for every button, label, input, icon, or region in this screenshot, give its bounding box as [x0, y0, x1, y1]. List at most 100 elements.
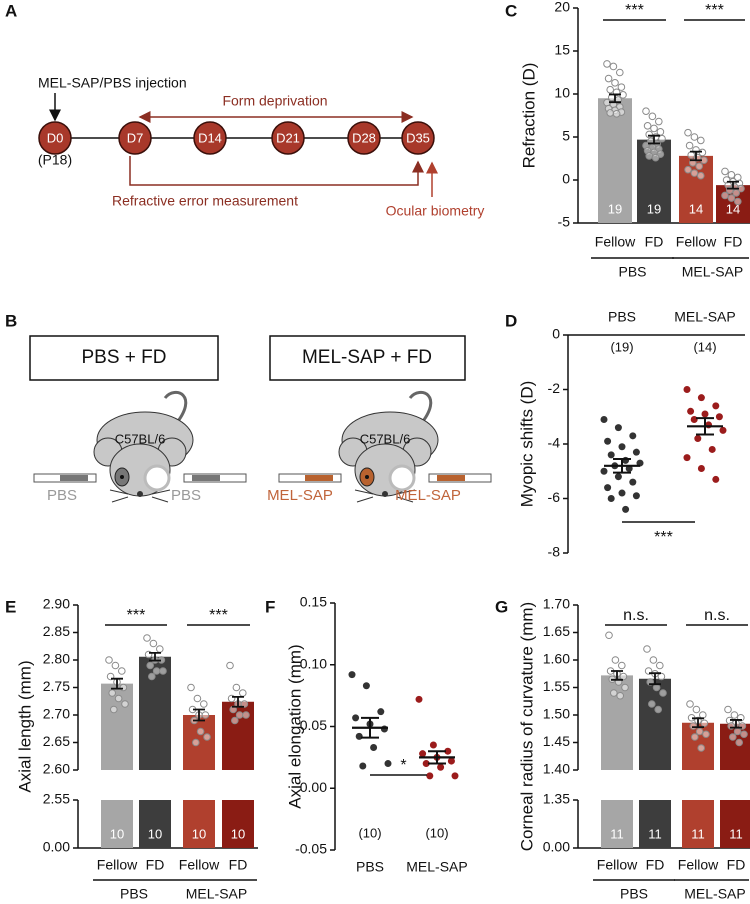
data-point [447, 757, 455, 765]
bar [720, 723, 750, 848]
data-point [648, 112, 657, 121]
data-point [652, 683, 661, 692]
x-tick-label: Fellow [597, 857, 638, 873]
x-tick-label: Fellow [97, 857, 138, 873]
y-axis-label: Axial elongation (mm) [285, 644, 304, 808]
y-axis-label: Refraction (D) [519, 63, 538, 169]
error-bar [609, 93, 621, 104]
data-point [240, 700, 249, 708]
data-point [683, 454, 691, 462]
data-point [384, 760, 392, 768]
significance-label: *** [705, 2, 724, 19]
data-point [683, 386, 691, 393]
bar [139, 656, 171, 848]
data-point [727, 171, 736, 179]
y-tick-label: 1.65 [543, 623, 570, 639]
significance-label: * [400, 757, 406, 774]
panel-label: B [5, 311, 17, 330]
y-tick-label: 0.00 [43, 839, 70, 855]
x-tick-label: FD [646, 857, 665, 873]
data-point [687, 151, 696, 159]
group-box [29, 335, 219, 381]
data-point [355, 732, 363, 740]
data-point [643, 645, 651, 653]
n-label: 14 [689, 201, 703, 216]
fd-label: Form deprivation [222, 93, 327, 109]
y-tick-label: 1.50 [543, 706, 570, 722]
y-tick-label: 2.70 [43, 706, 70, 722]
data-point [359, 762, 367, 770]
data-point [235, 711, 244, 719]
x-tick-label: PBS [356, 859, 384, 875]
data-point [422, 760, 430, 768]
n-label: (10) [425, 825, 448, 840]
data-point [656, 661, 664, 670]
data-point [697, 136, 705, 145]
data-point [645, 130, 654, 139]
data-point [600, 415, 608, 423]
data-point [649, 656, 658, 664]
data-point [239, 689, 247, 697]
y-tick-label: 2.80 [43, 651, 70, 667]
data-point [607, 495, 615, 502]
y-axis-label: Corneal radius of curvature (mm) [517, 602, 536, 851]
data-point [621, 683, 629, 692]
data-point [362, 682, 370, 690]
data-point [606, 109, 615, 117]
n-label: 10 [231, 826, 245, 841]
y-tick-label: 2.85 [43, 623, 70, 639]
n-label: 11 [610, 826, 624, 841]
data-point [684, 128, 692, 137]
y-tick-label: 2.55 [43, 791, 70, 807]
y-tick-label: 1.55 [543, 678, 570, 694]
data-point [642, 107, 650, 115]
schematic: B PBS + FD MEL-SAP + FD C57BL/6 PBS PBS [5, 311, 492, 504]
data-point [606, 85, 615, 94]
group-label: PBS [120, 886, 148, 902]
data-point [604, 74, 613, 83]
bar [637, 139, 671, 223]
group-title: PBS + FD [82, 347, 167, 368]
y-tick-label: 2.75 [43, 678, 70, 694]
group-label: MEL-SAP [682, 264, 743, 280]
data-point [612, 109, 621, 118]
error-bar [649, 672, 661, 686]
day-label: D21 [276, 130, 300, 145]
group-label: MEL-SAP [684, 886, 745, 902]
n-label: 19 [647, 201, 661, 216]
data-point [643, 122, 652, 130]
day-node [118, 121, 152, 155]
data-point [730, 711, 739, 719]
data-point [690, 133, 699, 141]
refraction-label: Refractive error measurement [112, 193, 298, 209]
n-label: (10) [358, 825, 381, 840]
data-point [712, 475, 720, 483]
mouse [33, 390, 247, 503]
data-point [111, 661, 120, 670]
data-point [609, 62, 618, 71]
data-point [108, 689, 116, 697]
data-point [149, 639, 158, 648]
data-point [690, 415, 698, 423]
significance-label: n.s. [704, 607, 730, 624]
error-bar [428, 750, 446, 765]
n-label: 11 [648, 826, 662, 841]
data-point [697, 171, 705, 180]
y-tick-label: -8 [548, 544, 561, 560]
n-label: (14) [693, 339, 716, 354]
data-point [426, 772, 434, 780]
y-tick-label: 10 [554, 85, 570, 101]
day-node [401, 121, 435, 155]
error-bar [361, 716, 379, 739]
day-node [193, 121, 227, 155]
significance-label: n.s. [623, 607, 649, 624]
error-bar [730, 719, 742, 729]
data-point [622, 505, 630, 513]
group-label: MEL-SAP [186, 886, 247, 902]
data-point [156, 645, 164, 653]
data-point [702, 730, 710, 739]
data-point [655, 117, 663, 126]
injection-label: MEL-SAP/PBS injection [38, 75, 187, 91]
significance-label: *** [654, 529, 673, 546]
panel-label: G [495, 597, 508, 616]
